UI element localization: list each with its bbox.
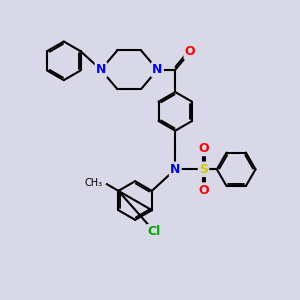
Text: CH₃: CH₃ [84,178,102,188]
Text: Cl: Cl [148,225,161,238]
Text: S: S [199,163,208,176]
Text: O: O [185,45,195,58]
Text: N: N [170,163,181,176]
Text: N: N [96,63,106,76]
Text: O: O [198,142,209,155]
Text: N: N [152,63,163,76]
Text: O: O [198,184,209,196]
